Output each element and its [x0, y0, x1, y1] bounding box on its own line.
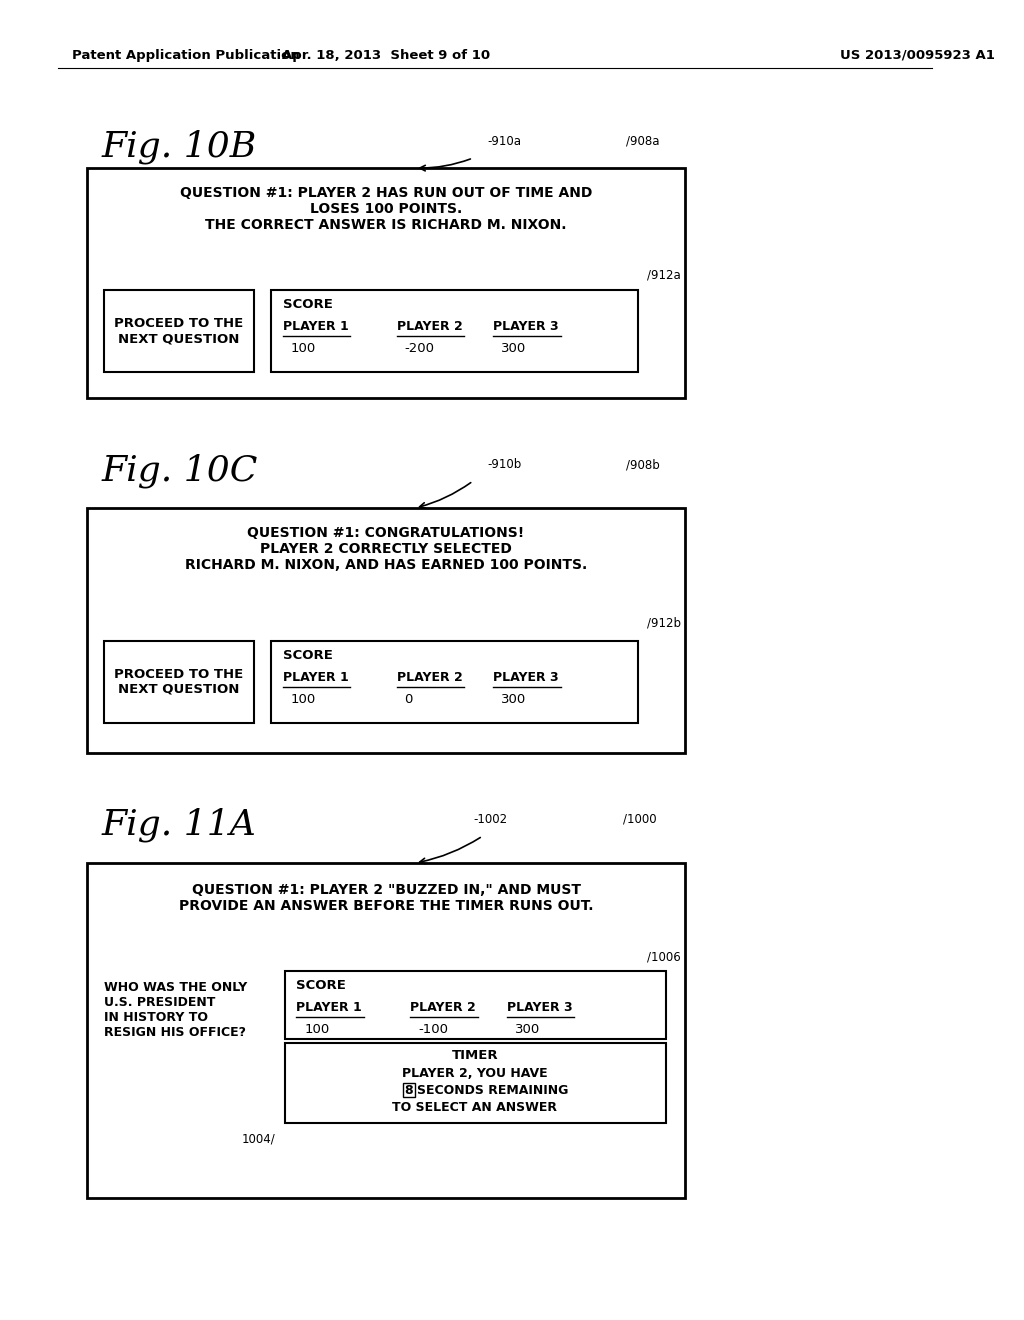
- Text: QUESTION #1: PLAYER 2 HAS RUN OUT OF TIME AND
LOSES 100 POINTS.
THE CORRECT ANSW: QUESTION #1: PLAYER 2 HAS RUN OUT OF TIM…: [180, 186, 592, 232]
- Text: -910a: -910a: [487, 135, 521, 148]
- Text: /912b: /912b: [646, 616, 681, 630]
- Text: SCORE: SCORE: [283, 298, 333, 312]
- Text: /912a: /912a: [647, 268, 681, 281]
- Text: -200: -200: [404, 342, 434, 355]
- Text: 0: 0: [404, 693, 413, 706]
- Text: PLAYER 3: PLAYER 3: [507, 1001, 572, 1014]
- Text: 8: 8: [404, 1084, 413, 1097]
- Text: PLAYER 3: PLAYER 3: [494, 671, 559, 684]
- Text: WHO WAS THE ONLY
U.S. PRESIDENT
IN HISTORY TO
RESIGN HIS OFFICE?: WHO WAS THE ONLY U.S. PRESIDENT IN HISTO…: [104, 981, 248, 1039]
- Text: TO SELECT AN ANSWER: TO SELECT AN ANSWER: [392, 1101, 557, 1114]
- Text: -1002: -1002: [473, 813, 507, 826]
- Text: PLAYER 2: PLAYER 2: [396, 319, 463, 333]
- Text: PLAYER 1: PLAYER 1: [283, 319, 348, 333]
- Text: PLAYER 2, YOU HAVE: PLAYER 2, YOU HAVE: [402, 1067, 548, 1080]
- Text: PROCEED TO THE
NEXT QUESTION: PROCEED TO THE NEXT QUESTION: [114, 317, 244, 345]
- Text: PLAYER 2: PLAYER 2: [411, 1001, 476, 1014]
- Text: -100: -100: [418, 1023, 447, 1036]
- Text: PLAYER 2: PLAYER 2: [396, 671, 463, 684]
- Text: /1006: /1006: [647, 950, 681, 964]
- Text: /1000: /1000: [623, 813, 656, 826]
- Text: TIMER: TIMER: [452, 1049, 499, 1063]
- Text: PLAYER 3: PLAYER 3: [494, 319, 559, 333]
- Text: -910b: -910b: [487, 458, 522, 471]
- Text: 300: 300: [514, 1023, 540, 1036]
- Text: /908a: /908a: [626, 135, 659, 148]
- Text: 1004/: 1004/: [242, 1133, 275, 1146]
- Text: US 2013/0095923 A1: US 2013/0095923 A1: [840, 49, 994, 62]
- Text: SCORE: SCORE: [296, 979, 346, 993]
- Text: 100: 100: [291, 342, 315, 355]
- Text: /908b: /908b: [626, 458, 659, 471]
- Text: Apr. 18, 2013  Sheet 9 of 10: Apr. 18, 2013 Sheet 9 of 10: [282, 49, 490, 62]
- Text: PROCEED TO THE
NEXT QUESTION: PROCEED TO THE NEXT QUESTION: [114, 668, 244, 696]
- Text: QUESTION #1: CONGRATULATIONS!
PLAYER 2 CORRECTLY SELECTED
RICHARD M. NIXON, AND : QUESTION #1: CONGRATULATIONS! PLAYER 2 C…: [185, 525, 587, 573]
- Text: Fig. 11A: Fig. 11A: [101, 808, 256, 842]
- Text: 100: 100: [304, 1023, 330, 1036]
- Text: 300: 300: [501, 693, 526, 706]
- Text: PLAYER 1: PLAYER 1: [296, 1001, 362, 1014]
- Text: SECONDS REMAINING: SECONDS REMAINING: [417, 1084, 568, 1097]
- Text: Patent Application Publication: Patent Application Publication: [73, 49, 300, 62]
- Text: Fig. 10C: Fig. 10C: [101, 453, 258, 487]
- Text: Fig. 10B: Fig. 10B: [101, 129, 257, 165]
- Text: PLAYER 1: PLAYER 1: [283, 671, 348, 684]
- Text: QUESTION #1: PLAYER 2 "BUZZED IN," AND MUST
PROVIDE AN ANSWER BEFORE THE TIMER R: QUESTION #1: PLAYER 2 "BUZZED IN," AND M…: [179, 883, 593, 913]
- Text: 100: 100: [291, 693, 315, 706]
- Text: 300: 300: [501, 342, 526, 355]
- Text: SCORE: SCORE: [283, 649, 333, 663]
